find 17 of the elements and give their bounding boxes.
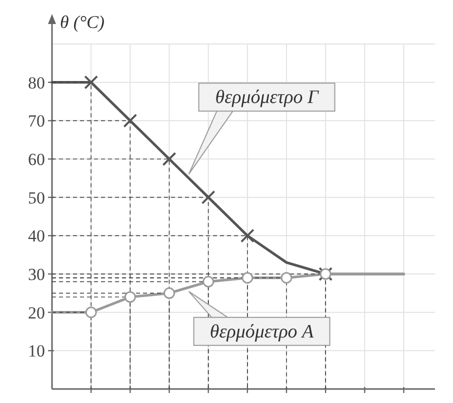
y-axis-title: θ (°C) [60,12,105,32]
y-tick-label: 50 [28,188,45,208]
legend-label: θερμόμετρο A [210,321,314,342]
y-tick-label: 60 [28,150,45,169]
y-tick-label: 10 [28,342,45,361]
y-tick-label: 80 [28,73,45,92]
y-tick-label: 40 [28,226,45,246]
point [280,272,292,284]
point [240,228,254,243]
y-tick-label: 30 [28,264,45,284]
point [201,190,216,204]
point [84,75,98,90]
point [162,152,176,166]
y-tick-label: 20 [28,303,45,322]
point [123,114,138,128]
y-tick-label: 70 [28,112,45,131]
text: θερμόμετρο Γ [215,87,320,108]
